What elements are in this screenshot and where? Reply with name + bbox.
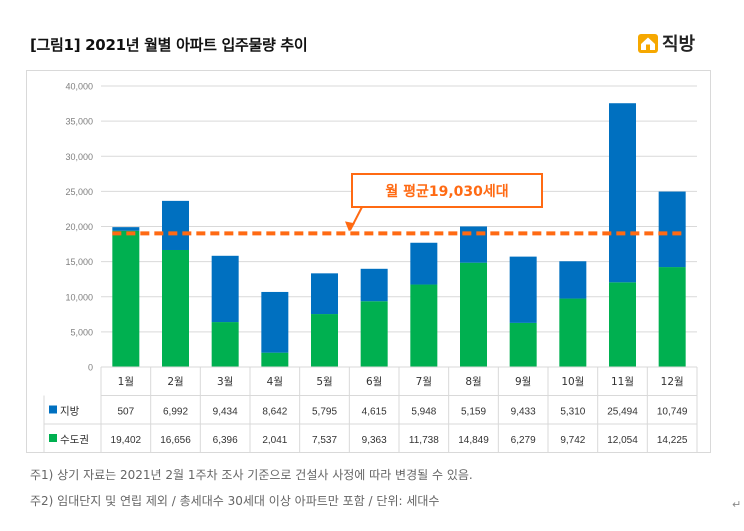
bar-jibang [261,291,289,353]
y-tick-label: 20,000 [65,222,93,232]
bar-jibang [658,191,686,268]
bar-jibang [410,242,438,285]
data-label-jibang: 5,310 [560,407,585,418]
x-tick-label: 6월 [366,376,382,388]
y-tick-label: 35,000 [65,117,93,127]
x-tick-label: 8월 [465,376,481,388]
x-tick-label: 10월 [561,376,584,388]
bar-sudogwon [658,267,686,367]
y-tick-label: 0 [88,363,93,373]
bar-sudogwon [460,262,487,367]
data-label-sudogwon: 19,402 [111,435,142,446]
data-label-sudogwon: 2,041 [262,435,287,446]
data-label-sudogwon: 14,225 [657,435,688,446]
bar-jibang [162,200,189,250]
bar-jibang [112,227,140,231]
bar-jibang [609,103,636,283]
y-tick-label: 30,000 [65,152,93,162]
chart-title: [그림1] 2021년 월별 아파트 입주물량 추이 [30,36,308,54]
bar-sudogwon [261,352,289,367]
y-tick-label: 10,000 [65,292,93,302]
bar-sudogwon [559,298,587,367]
average-callout-arrowhead [345,221,355,232]
x-tick-label: 11월 [611,376,634,388]
data-label-jibang: 9,434 [213,407,238,418]
data-label-jibang: 25,494 [607,407,638,418]
data-label-sudogwon: 7,537 [312,435,337,446]
legend-label-jibang: 지방 [60,406,80,418]
x-tick-label: 7월 [416,376,432,388]
x-tick-label: 3월 [217,376,233,388]
bar-jibang [360,268,388,302]
data-label-sudogwon: 9,363 [362,435,387,446]
x-tick-label: 12월 [661,376,684,388]
footnote-1: 주1) 상기 자료는 2021년 2월 1주차 조사 기준으로 건설사 사정에 … [30,468,473,482]
x-tick-label: 1월 [118,376,134,388]
data-label-jibang: 6,992 [163,407,188,418]
bar-jibang [559,261,587,299]
x-tick-label: 4월 [267,376,283,388]
bar-sudogwon [211,322,239,367]
bar-sudogwon [112,230,140,367]
y-tick-label: 40,000 [65,82,93,92]
legend-label-sudogwon: 수도권 [60,434,89,446]
bar-sudogwon [410,284,438,367]
bar-jibang [509,256,537,323]
legend-key-jibang [49,405,57,414]
bar-sudogwon [360,301,388,367]
data-label-jibang: 5,948 [411,407,436,418]
data-label-jibang: 5,159 [461,407,486,418]
bar-sudogwon [311,314,338,367]
y-tick-label: 5,000 [70,327,93,337]
bar-sudogwon [509,322,537,367]
bar-jibang [311,273,338,315]
house-logo-icon [638,34,658,53]
zigbang-logo: 직방 [637,30,695,56]
data-label-jibang: 8,642 [262,407,287,418]
stacked-bar-chart: 0 5,000 10,000 15,000 20,000 25,000 30,000 35,0… [43,82,698,453]
average-callout-label: 월 평균19,030세대 [385,183,508,200]
data-label-sudogwon: 6,279 [511,435,536,446]
x-tick-label: 5월 [316,376,332,388]
data-label-jibang: 5,795 [312,407,337,418]
logo-text: 직방 [662,34,696,55]
data-label-sudogwon: 16,656 [160,435,191,446]
data-label-sudogwon: 11,738 [409,435,439,446]
bar-jibang [211,255,239,323]
data-label-sudogwon: 14,849 [458,435,489,446]
data-label-sudogwon: 6,396 [213,435,238,446]
y-tick-label: 25,000 [65,187,93,197]
y-tick-label: 15,000 [65,257,93,267]
footnote-2: 주2) 임대단지 및 연립 제외 / 총세대수 30세대 이상 아파트만 포함 … [30,494,440,508]
x-tick-label: 9월 [515,376,531,388]
bar-sudogwon [162,249,189,367]
data-label-jibang: 4,615 [362,407,387,418]
data-label-jibang: 9,433 [511,407,536,418]
bar-sudogwon [609,282,636,367]
data-label-jibang: 507 [117,407,134,418]
data-label-sudogwon: 9,742 [560,435,585,446]
legend-key-sudogwon [49,434,57,442]
data-label-sudogwon: 12,054 [607,435,638,446]
return-arrow-icon: ↵ [732,498,742,511]
x-tick-label: 2월 [167,376,183,388]
data-label-jibang: 10,749 [657,407,688,418]
average-callout-box [351,173,543,208]
